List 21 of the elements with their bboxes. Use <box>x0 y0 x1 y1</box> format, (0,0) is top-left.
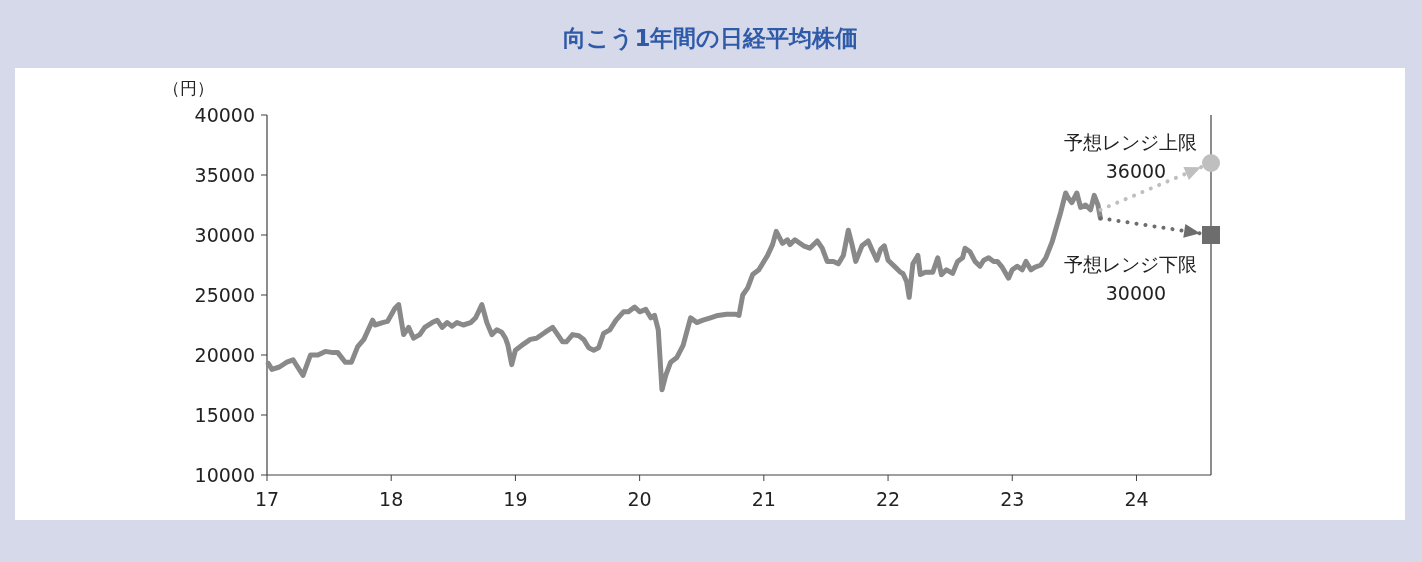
x-tick-label: 23 <box>1000 488 1025 510</box>
legend-label: 予想レンジ下限 <box>1064 253 1197 275</box>
y-tick-label: 20000 <box>194 344 255 366</box>
y-tick-label: 10000 <box>194 464 255 486</box>
x-tick-label: 18 <box>379 488 404 510</box>
y-tick-label: 30000 <box>194 224 255 246</box>
y-tick-label: 40000 <box>194 104 255 126</box>
y-axis-title: （円） <box>162 78 214 98</box>
x-tick-label: 24 <box>1124 488 1149 510</box>
data-label: 30000 <box>1105 282 1167 304</box>
x-tick-label: 17 <box>254 488 280 510</box>
y-tick-label: 35000 <box>194 164 255 186</box>
chart-title: 向こう1年間の日経平均株価 <box>563 25 859 51</box>
series-label: 予想レンジ上限 <box>1064 131 1197 153</box>
x-tick-label: 19 <box>503 488 528 510</box>
x-tick-label: 20 <box>627 488 652 510</box>
y-tick-label: 25000 <box>194 284 255 306</box>
x-tick-label: 22 <box>875 488 901 510</box>
y-tick-label: 15000 <box>194 404 255 426</box>
x-tick-label: 21 <box>751 488 776 510</box>
data-label: 36000 <box>1105 160 1167 182</box>
